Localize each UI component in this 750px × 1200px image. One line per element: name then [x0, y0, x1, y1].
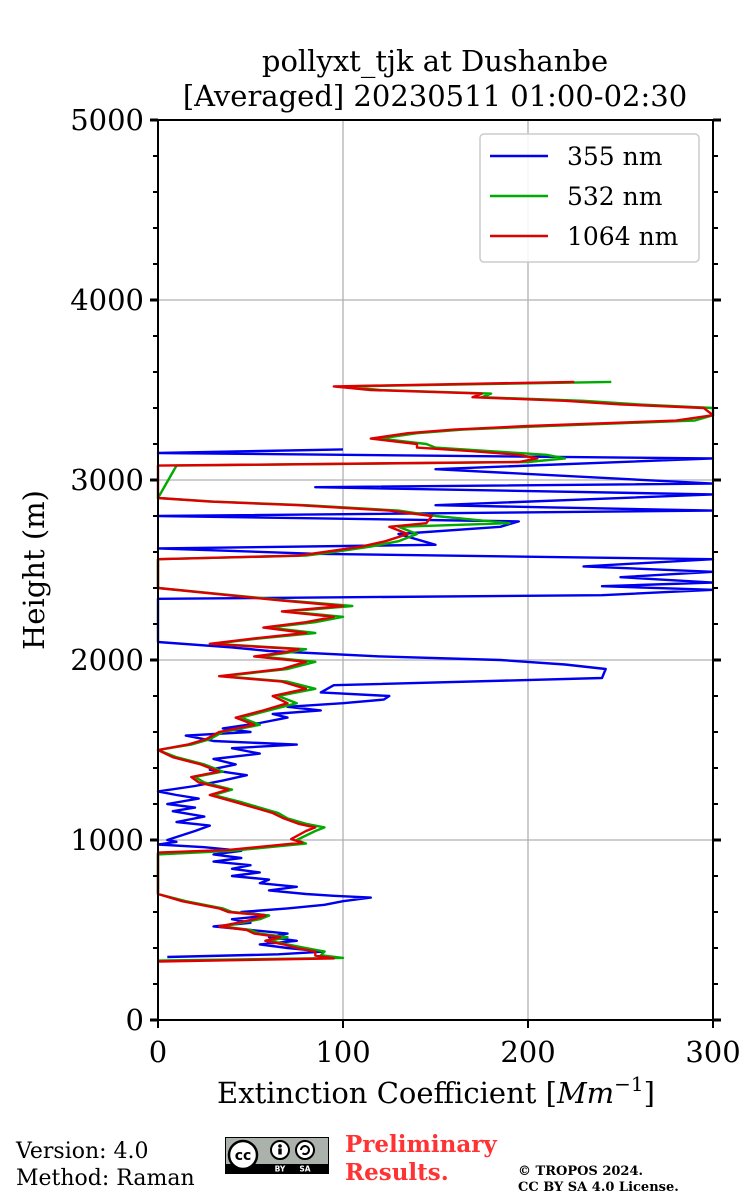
- legend: 355 nm 532 nm 1064 nm: [479, 133, 700, 263]
- attribution-person-icon: [278, 1144, 282, 1148]
- x-axis-label: Extinction Coefficient [Mm−1]: [217, 1072, 655, 1110]
- y-tick-label: 4000: [70, 283, 144, 317]
- legend-label: 355 nm: [567, 142, 663, 171]
- copyright-note: © TROPOS 2024. CC BY SA 4.0 License.: [518, 1164, 679, 1196]
- series-line-355-nm: [156, 448, 715, 959]
- legend-label: 1064 nm: [567, 222, 679, 251]
- legend-label: 532 nm: [567, 182, 663, 211]
- version-text: Version: 4.0: [16, 1139, 149, 1164]
- sa-label: SA: [299, 1165, 310, 1174]
- x-tick-label: 200: [500, 1035, 555, 1069]
- copyright-line-2: CC BY SA 4.0 License.: [518, 1180, 679, 1195]
- y-tick-label: 0: [126, 1003, 144, 1037]
- y-axis-label: Height (m): [17, 490, 51, 650]
- preliminary-line-2: Results.: [345, 1159, 449, 1186]
- x-tick-label: 100: [315, 1035, 370, 1069]
- plot-frame: [157, 119, 714, 1021]
- y-tick-label: 1000: [70, 823, 144, 857]
- y-tick-label: 3000: [70, 463, 144, 497]
- series-lines: [156, 380, 715, 963]
- x-tick-label: 0: [149, 1035, 167, 1069]
- share-alike-icon: [295, 1140, 315, 1160]
- chart-title: pollyxt_tjk at Dushanbe: [262, 44, 608, 79]
- legend-box: [479, 133, 700, 263]
- cc-badge-text: cc: [235, 1148, 252, 1164]
- method-text: Method: Raman: [16, 1166, 195, 1191]
- y-tick-label: 5000: [70, 103, 144, 137]
- chart-subtitle: [Averaged] 20230511 01:00-02:30: [183, 79, 687, 113]
- preliminary-results-note: Preliminary Results.: [345, 1131, 497, 1187]
- footer-meta: Version: 4.0 Method: Raman: [16, 1138, 195, 1192]
- y-tick-label: 2000: [70, 643, 144, 677]
- series-line-1064-nm: [156, 380, 715, 963]
- by-label: BY: [275, 1165, 286, 1174]
- x-tick-label: 300: [685, 1035, 740, 1069]
- copyright-line-1: © TROPOS 2024.: [518, 1164, 644, 1179]
- cc-license-badge-icon: cc BY SA: [225, 1137, 329, 1174]
- preliminary-line-1: Preliminary: [345, 1131, 497, 1158]
